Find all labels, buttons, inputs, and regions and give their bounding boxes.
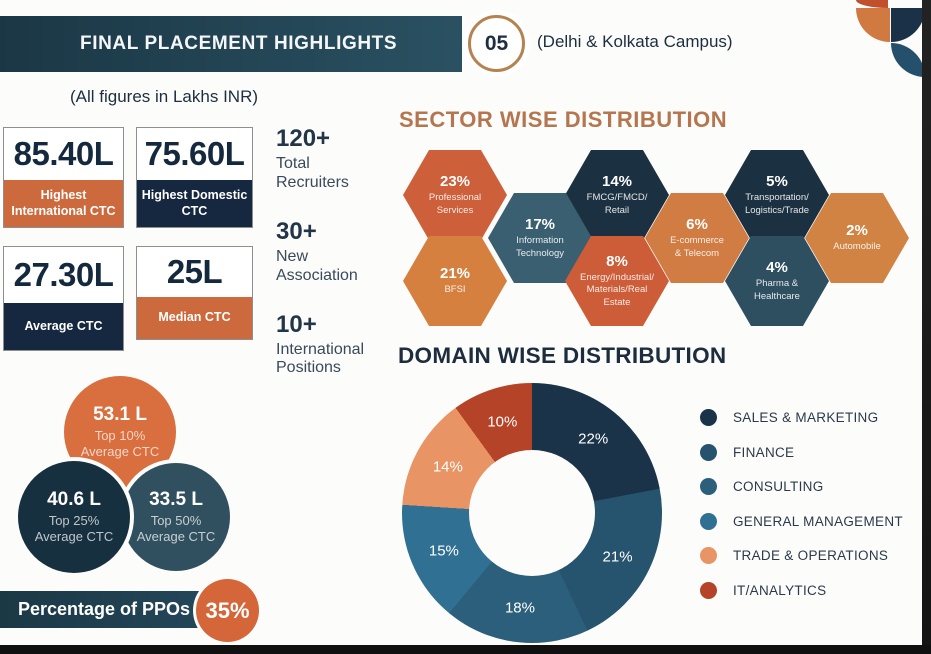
quick-stats: 120+ Total Recruiters 30+ New Associatio…: [276, 125, 396, 378]
sector-hexagon-label: Pharma & Healthcare: [754, 278, 800, 302]
ctc-value: 75.60L: [144, 135, 245, 172]
sector-hexagon-label: Energy/Industrial/ Materials/Real Estate: [580, 271, 654, 308]
legend-dot: [700, 512, 717, 530]
ctc-label: Highest Domestic CTC: [137, 180, 252, 227]
sector-chart-title: SECTOR WISE DISTRIBUTION: [399, 107, 728, 132]
stat-value: 120+: [276, 125, 331, 152]
donut-slice-label: 22%: [578, 430, 609, 448]
ctc-box-average: 27.30L Average CTC: [3, 246, 124, 351]
legend-label: IT/ANALYTICS: [733, 582, 827, 598]
legend-dot: [700, 409, 717, 426]
sector-hexagon-label: FMCG/FMCD/ Retail: [586, 192, 648, 216]
stat-label: International Positions: [276, 340, 365, 377]
legend-item: IT/ANALYTICS: [700, 581, 903, 599]
bubble-top50-ctc: 33.5 L Top 50% Average CTC: [122, 463, 230, 571]
legend-item: GENERAL MANAGEMENT: [700, 512, 903, 530]
bubble-top25-ctc: 40.6 L Top 25% Average CTC: [18, 461, 130, 573]
sector-hexagon-label: Automobile: [833, 241, 881, 253]
ctc-value: 25L: [166, 253, 223, 290]
stat-value: 30+: [276, 217, 317, 245]
bubble-label: Top 25% Average CTC: [34, 512, 114, 544]
ppo-bar: Percentage of PPOs: [0, 591, 212, 628]
campus-label: (Delhi & Kolkata Campus): [537, 32, 733, 51]
bubble-value: 40.6 L: [47, 488, 101, 510]
domain-donut-chart: 22% 21% 18% 15% 14% 10%: [402, 383, 662, 643]
corner-deco-shape: [856, 0, 888, 8]
ctc-value: 85.40L: [13, 135, 114, 172]
ctc-box-highest-international: 85.40L Highest International CTC: [3, 127, 124, 228]
sector-hexagon-pct: 4%: [766, 259, 788, 277]
legend-item: SALES & MARKETING: [700, 409, 903, 426]
page-number: 05: [484, 31, 509, 55]
sector-hexagon-label: E-commerce & Telecom: [670, 235, 724, 259]
page-title: FINAL PLACEMENT HIGHLIGHTS: [80, 33, 398, 54]
domain-legend: SALES & MARKETING FINANCE CONSULTING GENERA…: [700, 409, 903, 599]
donut-slice-label: 15%: [428, 542, 459, 560]
legend-dot: [700, 478, 717, 495]
header-bar: FINAL PLACEMENT HIGHLIGHTS: [0, 16, 462, 72]
legend-label: CONSULTING: [733, 479, 824, 494]
legend-item: CONSULTING: [700, 478, 903, 495]
ctc-label: Highest International CTC: [4, 180, 123, 227]
figures-note: (All figures in Lakhs INR): [70, 87, 259, 106]
stat-value: 10+: [276, 310, 317, 338]
domain-chart-title: DOMAIN WISE DISTRIBUTION: [398, 343, 727, 368]
page-number-badge: 05: [468, 15, 525, 72]
bubble-label: Top 50% Average CTC: [136, 512, 216, 544]
bubble-label: Top 10% Average CTC: [80, 427, 160, 459]
sector-hexagon-label: Transportation/ Logistics/Trade: [744, 192, 810, 216]
ctc-label: Average CTC: [4, 303, 123, 350]
legend-dot: [700, 581, 717, 599]
sector-hexagon-pct: 8%: [606, 252, 628, 270]
sector-hexagon-label: BFSI: [444, 284, 466, 296]
legend-item: FINANCE: [700, 443, 903, 461]
stat-label: New Association: [276, 247, 358, 284]
ctc-box-median: 25L Median CTC: [136, 246, 253, 340]
legend-label: GENERAL MANAGEMENT: [733, 513, 903, 529]
right-edge-strip: [922, 0, 931, 654]
legend-item: TRADE & OPERATIONS: [700, 547, 903, 564]
bubble-value: 53.1 L: [93, 403, 147, 425]
legend-label: SALES & MARKETING: [733, 410, 879, 425]
sector-hexagon-pct: 23%: [439, 173, 471, 191]
ppo-label: Percentage of PPOs: [18, 599, 191, 619]
stat-international-positions: 10+ International Positions: [276, 311, 396, 379]
ppo-percentage-badge: 35%: [196, 579, 259, 642]
donut-slice-label: 21%: [602, 548, 633, 566]
donut-slice-label: 14%: [432, 458, 463, 476]
legend-dot: [700, 547, 717, 564]
sector-hexagon-pct: 17%: [524, 216, 556, 234]
sector-hexagon-label: Professional Services: [428, 192, 482, 216]
legend-label: TRADE & OPERATIONS: [733, 548, 889, 563]
sector-hexagon-pct: 6%: [686, 216, 708, 234]
sector-hexagon-pct: 2%: [846, 222, 868, 240]
corner-deco-shape: [856, 8, 890, 42]
sector-hexagon-pct: 5%: [766, 173, 788, 191]
stat-total-recruiters: 120+ Total Recruiters: [276, 125, 396, 193]
corner-deco-shape: [891, 43, 925, 77]
donut-slice-label: 10%: [487, 413, 518, 431]
sector-hexagon: 21% BFSI: [403, 236, 507, 326]
donut-slice-label: 18%: [504, 599, 535, 617]
bottom-edge-bar: [0, 645, 931, 654]
legend-dot: [700, 443, 717, 461]
sector-hexagon-label: Information Technology: [515, 235, 565, 259]
sector-hexagon-pct: 14%: [601, 173, 633, 191]
ctc-value: 27.30L: [13, 256, 114, 293]
ctc-box-highest-domestic: 75.60L Highest Domestic CTC: [136, 127, 253, 228]
stat-new-association: 30+ New Association: [276, 218, 396, 286]
sector-hexagon: 23% Professional Services: [403, 150, 507, 240]
donut-hole: [469, 450, 595, 576]
bubble-value: 33.5 L: [149, 488, 203, 510]
sector-hexagon-pct: 21%: [439, 265, 471, 283]
ppo-value: 35%: [205, 597, 250, 623]
legend-label: FINANCE: [733, 444, 795, 460]
ctc-label: Median CTC: [137, 297, 252, 339]
corner-deco-shape: [891, 8, 925, 42]
stat-label: Total Recruiters: [276, 155, 349, 191]
